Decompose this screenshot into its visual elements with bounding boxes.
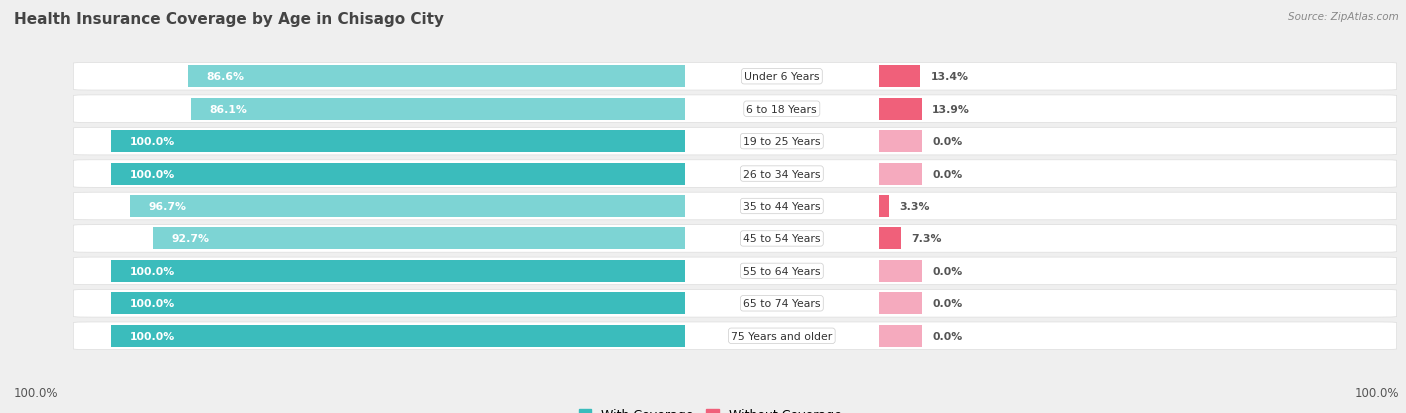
- Bar: [111, 163, 685, 185]
- Text: 3.3%: 3.3%: [898, 202, 929, 211]
- Text: 35 to 44 Years: 35 to 44 Years: [742, 202, 821, 211]
- Bar: [111, 325, 685, 347]
- FancyBboxPatch shape: [73, 128, 1396, 156]
- Text: 100.0%: 100.0%: [1354, 386, 1399, 399]
- Text: 100.0%: 100.0%: [129, 331, 174, 341]
- Text: 75 Years and older: 75 Years and older: [731, 331, 832, 341]
- Text: 86.1%: 86.1%: [209, 104, 247, 114]
- Text: 92.7%: 92.7%: [172, 234, 209, 244]
- Bar: [191, 98, 685, 121]
- Text: 0.0%: 0.0%: [932, 299, 963, 309]
- Legend: With Coverage, Without Coverage: With Coverage, Without Coverage: [574, 404, 846, 413]
- Bar: [879, 325, 922, 347]
- Bar: [879, 228, 901, 250]
- Bar: [188, 66, 685, 88]
- Text: 13.4%: 13.4%: [931, 72, 969, 82]
- Text: 0.0%: 0.0%: [932, 169, 963, 179]
- Text: 7.3%: 7.3%: [911, 234, 942, 244]
- Text: 86.6%: 86.6%: [207, 72, 245, 82]
- Text: 100.0%: 100.0%: [129, 266, 174, 276]
- Bar: [879, 163, 922, 185]
- FancyBboxPatch shape: [73, 96, 1396, 123]
- Text: 100.0%: 100.0%: [129, 169, 174, 179]
- FancyBboxPatch shape: [73, 63, 1396, 91]
- FancyBboxPatch shape: [73, 290, 1396, 317]
- Bar: [879, 98, 922, 121]
- Text: 55 to 64 Years: 55 to 64 Years: [742, 266, 821, 276]
- Text: 19 to 25 Years: 19 to 25 Years: [742, 137, 821, 147]
- Text: 0.0%: 0.0%: [932, 266, 963, 276]
- Bar: [879, 131, 922, 153]
- Text: 100.0%: 100.0%: [129, 137, 174, 147]
- Text: 0.0%: 0.0%: [932, 137, 963, 147]
- Bar: [111, 131, 685, 153]
- Text: 0.0%: 0.0%: [932, 331, 963, 341]
- Text: 96.7%: 96.7%: [149, 202, 187, 211]
- Text: Health Insurance Coverage by Age in Chisago City: Health Insurance Coverage by Age in Chis…: [14, 12, 444, 27]
- Bar: [111, 260, 685, 282]
- Bar: [879, 260, 922, 282]
- FancyBboxPatch shape: [73, 322, 1396, 350]
- Text: 6 to 18 Years: 6 to 18 Years: [747, 104, 817, 114]
- Text: 26 to 34 Years: 26 to 34 Years: [742, 169, 821, 179]
- FancyBboxPatch shape: [73, 160, 1396, 188]
- Bar: [111, 292, 685, 315]
- Bar: [129, 195, 685, 218]
- Bar: [879, 195, 889, 218]
- Bar: [879, 66, 921, 88]
- Bar: [153, 228, 685, 250]
- Text: 100.0%: 100.0%: [14, 386, 59, 399]
- Text: 65 to 74 Years: 65 to 74 Years: [742, 299, 821, 309]
- Text: 45 to 54 Years: 45 to 54 Years: [742, 234, 821, 244]
- Text: Source: ZipAtlas.com: Source: ZipAtlas.com: [1288, 12, 1399, 22]
- FancyBboxPatch shape: [73, 225, 1396, 253]
- FancyBboxPatch shape: [73, 193, 1396, 220]
- Text: Under 6 Years: Under 6 Years: [744, 72, 820, 82]
- Text: 100.0%: 100.0%: [129, 299, 174, 309]
- Bar: [879, 292, 922, 315]
- FancyBboxPatch shape: [73, 257, 1396, 285]
- Text: 13.9%: 13.9%: [932, 104, 970, 114]
